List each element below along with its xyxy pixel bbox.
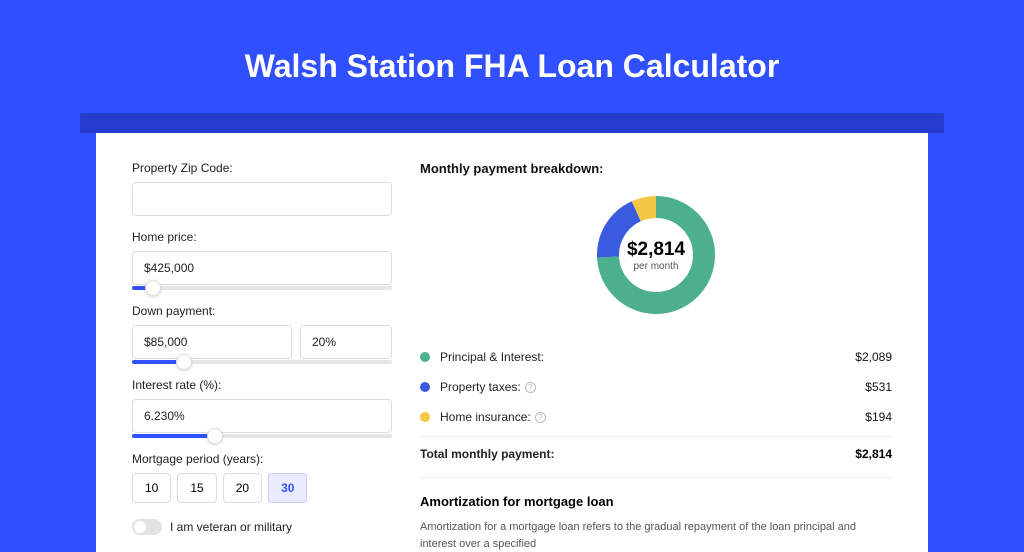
interest-input[interactable] — [132, 399, 392, 433]
amortization-section: Amortization for mortgage loan Amortizat… — [420, 477, 892, 552]
zip-field: Property Zip Code: — [132, 161, 392, 216]
home-price-input[interactable] — [132, 251, 392, 285]
hero: Walsh Station FHA Loan Calculator — [0, 0, 1024, 113]
legend-dot — [420, 412, 430, 422]
legend-label: Property taxes: ? — [440, 380, 865, 394]
veteran-label: I am veteran or military — [170, 520, 292, 534]
legend-dot — [420, 382, 430, 392]
period-label: Mortgage period (years): — [132, 452, 392, 466]
amortization-title: Amortization for mortgage loan — [420, 494, 892, 509]
home-price-field: Home price: — [132, 230, 392, 290]
slider-thumb[interactable] — [145, 280, 161, 296]
interest-label: Interest rate (%): — [132, 378, 392, 392]
home-price-label: Home price: — [132, 230, 392, 244]
down-payment-pct-input[interactable] — [300, 325, 392, 359]
legend-row: Principal & Interest:$2,089 — [420, 342, 892, 372]
period-button-30[interactable]: 30 — [268, 473, 307, 503]
info-icon[interactable]: ? — [535, 412, 546, 423]
veteran-toggle[interactable] — [132, 519, 162, 535]
down-payment-label: Down payment: — [132, 304, 392, 318]
breakdown-title: Monthly payment breakdown: — [420, 161, 892, 176]
slider-thumb[interactable] — [207, 428, 223, 444]
zip-label: Property Zip Code: — [132, 161, 392, 175]
legend-label: Home insurance: ? — [440, 410, 865, 424]
donut-center: $2,814 per month — [591, 190, 721, 320]
slider-fill — [132, 434, 215, 438]
amortization-text: Amortization for a mortgage loan refers … — [420, 519, 892, 552]
card-shadow — [80, 113, 944, 133]
period-button-10[interactable]: 10 — [132, 473, 171, 503]
page-title: Walsh Station FHA Loan Calculator — [0, 48, 1024, 85]
legend: Principal & Interest:$2,089Property taxe… — [420, 342, 892, 432]
period-button-20[interactable]: 20 — [223, 473, 262, 503]
interest-slider[interactable] — [132, 434, 392, 438]
total-row: Total monthly payment: $2,814 — [420, 436, 892, 477]
form-panel: Property Zip Code: Home price: Down paym… — [132, 161, 392, 552]
total-value: $2,814 — [855, 447, 892, 461]
veteran-row: I am veteran or military — [132, 519, 392, 535]
total-label: Total monthly payment: — [420, 447, 855, 461]
donut-sub: per month — [633, 261, 678, 272]
calculator-card: Property Zip Code: Home price: Down paym… — [96, 133, 928, 552]
legend-row: Property taxes: ?$531 — [420, 372, 892, 402]
zip-input[interactable] — [132, 182, 392, 216]
legend-value: $2,089 — [855, 350, 892, 364]
period-field: Mortgage period (years): 10152030 — [132, 452, 392, 503]
legend-row: Home insurance: ?$194 — [420, 402, 892, 432]
donut-amount: $2,814 — [627, 239, 685, 261]
down-payment-slider[interactable] — [132, 360, 392, 364]
interest-field: Interest rate (%): — [132, 378, 392, 438]
slider-thumb[interactable] — [176, 354, 192, 370]
info-icon[interactable]: ? — [525, 382, 536, 393]
legend-label: Principal & Interest: — [440, 350, 855, 364]
legend-value: $194 — [865, 410, 892, 424]
period-button-15[interactable]: 15 — [177, 473, 216, 503]
legend-value: $531 — [865, 380, 892, 394]
donut-chart: $2,814 per month — [591, 190, 721, 320]
home-price-slider[interactable] — [132, 286, 392, 290]
down-payment-input[interactable] — [132, 325, 292, 359]
donut-wrap: $2,814 per month — [420, 190, 892, 320]
breakdown-panel: Monthly payment breakdown: $2,814 per mo… — [420, 161, 892, 552]
down-payment-field: Down payment: — [132, 304, 392, 364]
legend-dot — [420, 352, 430, 362]
period-buttons: 10152030 — [132, 473, 392, 503]
